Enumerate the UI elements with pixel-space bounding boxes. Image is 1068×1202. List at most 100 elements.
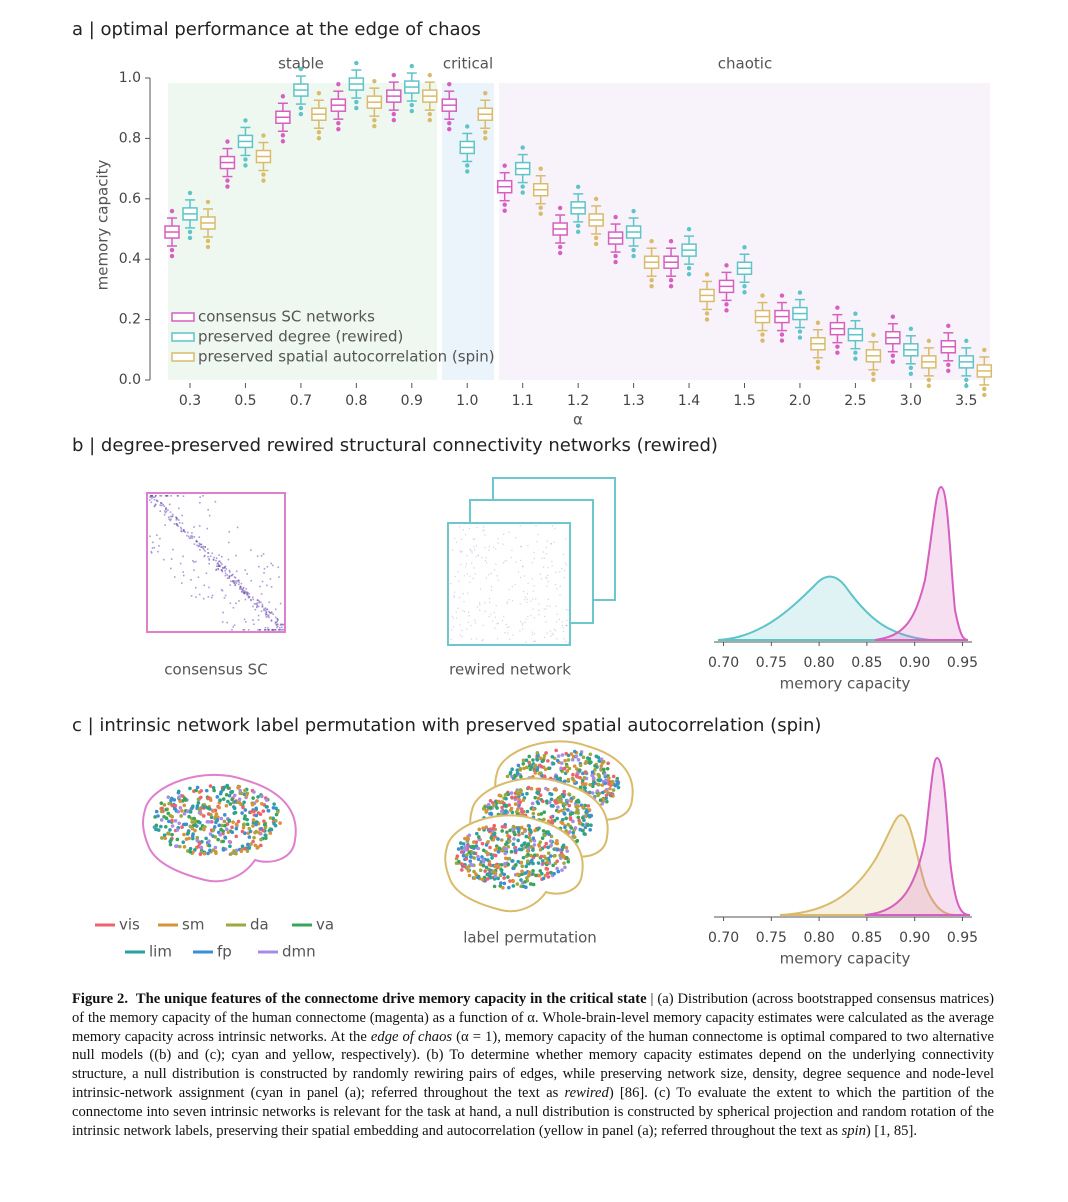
outlier bbox=[391, 117, 396, 123]
brain-node bbox=[222, 785, 227, 790]
panel-title: a | optimal performance at the edge of c… bbox=[72, 19, 481, 40]
caption-text: (α = 1), memory capacity of the human co… bbox=[72, 1028, 995, 1101]
outlier bbox=[760, 293, 765, 298]
brain-node bbox=[247, 835, 252, 839]
brain-node bbox=[577, 818, 581, 823]
brain-node bbox=[193, 819, 197, 824]
outlier bbox=[538, 211, 543, 216]
matrix-dot bbox=[199, 549, 201, 551]
brain-node bbox=[202, 851, 207, 856]
matrix-dot bbox=[220, 588, 223, 591]
matrix-dot bbox=[543, 557, 545, 559]
matrix-dot bbox=[565, 608, 567, 611]
brain-node bbox=[537, 787, 542, 792]
brain-node bbox=[524, 834, 529, 839]
brain-node bbox=[261, 809, 266, 813]
matrix-dot bbox=[485, 557, 487, 559]
brain-node bbox=[562, 861, 566, 865]
x-tick-label: 1.2 bbox=[567, 393, 589, 409]
brain-node bbox=[509, 806, 514, 811]
brain-node bbox=[177, 821, 182, 826]
brain-node bbox=[499, 809, 504, 814]
matrix-dot bbox=[260, 593, 263, 595]
brain-node bbox=[554, 775, 559, 779]
matrix-dot bbox=[274, 629, 277, 631]
matrix-dot bbox=[212, 558, 215, 561]
outlier bbox=[465, 169, 470, 174]
outlier bbox=[372, 78, 377, 84]
brain-node bbox=[597, 791, 602, 796]
brain-node bbox=[505, 774, 510, 779]
brain-node bbox=[476, 875, 480, 880]
outlier bbox=[575, 229, 581, 235]
matrix-dot bbox=[483, 529, 485, 531]
brain-node bbox=[560, 817, 565, 822]
brain-node bbox=[491, 832, 496, 837]
legend-label: preserved degree (rewired) bbox=[198, 328, 403, 346]
legend-label: dmn bbox=[282, 943, 316, 961]
brain-node bbox=[237, 797, 242, 802]
brain-node bbox=[601, 759, 606, 764]
matrix-dot bbox=[511, 599, 514, 602]
outlier bbox=[205, 199, 211, 205]
matrix-dot bbox=[503, 615, 505, 617]
brain-node bbox=[560, 753, 565, 757]
brain-node bbox=[525, 876, 529, 880]
brain-node bbox=[508, 770, 513, 775]
matrix-dot bbox=[496, 638, 499, 640]
matrix-dot bbox=[527, 582, 529, 584]
matrix-dot bbox=[262, 553, 265, 555]
outlier bbox=[593, 241, 599, 247]
matrix-dot bbox=[484, 559, 486, 562]
outlier bbox=[926, 338, 932, 344]
brain-node bbox=[485, 858, 490, 862]
legend-swatch bbox=[171, 352, 195, 362]
matrix-dot bbox=[561, 567, 563, 570]
brain-node bbox=[551, 761, 556, 766]
brain-node bbox=[159, 801, 164, 805]
matrix-dot bbox=[193, 569, 195, 571]
matrix-dot bbox=[210, 596, 213, 599]
matrix-dot bbox=[527, 616, 529, 618]
brain-node bbox=[571, 819, 575, 824]
matrix-dot bbox=[471, 552, 473, 554]
box bbox=[404, 63, 420, 114]
brain-node bbox=[461, 842, 466, 846]
matrix-dot bbox=[463, 575, 465, 577]
outlier bbox=[964, 383, 969, 389]
brain-node bbox=[538, 771, 542, 776]
outlier bbox=[336, 120, 341, 126]
matrix-dot bbox=[507, 632, 509, 634]
matrix-dot bbox=[274, 616, 277, 619]
brain-node bbox=[188, 786, 192, 791]
matrix-dot bbox=[261, 580, 264, 583]
outlier bbox=[853, 356, 858, 361]
matrix-dot bbox=[182, 571, 184, 573]
y-tick-label: 0.8 bbox=[119, 130, 141, 146]
brain-node bbox=[260, 794, 264, 799]
matrix-dot bbox=[253, 623, 255, 626]
matrix-dot bbox=[267, 615, 269, 618]
brain-node bbox=[163, 824, 168, 829]
matrix-dot bbox=[177, 525, 179, 528]
brain-node bbox=[529, 765, 534, 769]
brain-node bbox=[577, 768, 582, 773]
matrix-dot bbox=[263, 609, 265, 612]
matrix-dot bbox=[566, 619, 568, 622]
brain-node bbox=[586, 813, 591, 818]
matrix-dot bbox=[519, 525, 521, 527]
brain-node bbox=[224, 803, 229, 808]
brain-node bbox=[562, 807, 567, 811]
brain-node bbox=[251, 824, 255, 828]
matrix-dot bbox=[535, 525, 537, 527]
legend-label: vis bbox=[119, 916, 140, 934]
brain-node bbox=[516, 829, 521, 834]
matrix-dot bbox=[211, 594, 214, 597]
matrix-dot bbox=[488, 615, 490, 618]
matrix-dot bbox=[253, 603, 256, 605]
matrix-dot bbox=[207, 596, 210, 598]
brain-node bbox=[576, 811, 581, 815]
brain-node bbox=[230, 825, 234, 829]
brain-node bbox=[599, 757, 604, 761]
brain-node bbox=[208, 784, 213, 788]
